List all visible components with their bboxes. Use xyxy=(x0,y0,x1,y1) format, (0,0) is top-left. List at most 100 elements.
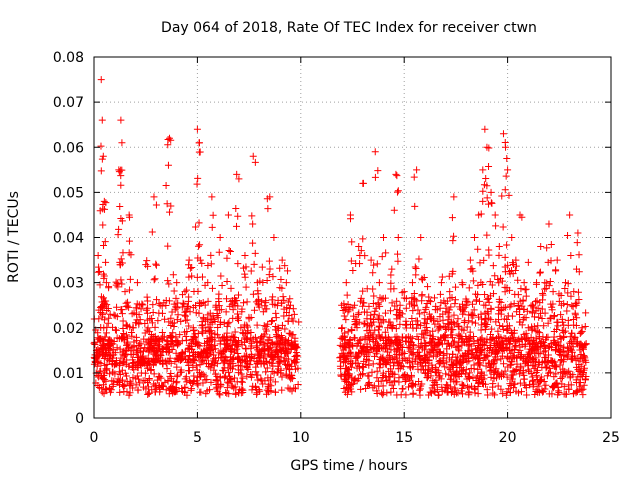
data-point xyxy=(198,259,206,267)
data-point xyxy=(425,356,433,364)
data-point xyxy=(476,361,484,369)
data-point xyxy=(122,331,130,339)
data-point xyxy=(457,359,465,367)
data-point xyxy=(547,344,555,352)
data-point xyxy=(123,322,131,330)
data-point xyxy=(96,367,104,375)
data-point xyxy=(354,353,362,361)
data-point xyxy=(458,279,466,287)
data-point xyxy=(563,301,571,309)
data-point xyxy=(355,362,363,370)
data-point xyxy=(241,270,249,278)
data-point xyxy=(241,252,249,260)
data-point xyxy=(501,253,509,261)
data-point xyxy=(193,125,201,133)
data-point xyxy=(499,322,507,330)
data-point xyxy=(469,349,477,357)
data-point xyxy=(507,375,515,383)
data-point xyxy=(373,374,381,382)
data-point xyxy=(167,340,175,348)
data-point xyxy=(392,325,400,333)
data-point xyxy=(159,359,167,367)
data-point xyxy=(266,265,274,273)
data-point xyxy=(510,300,518,308)
data-point xyxy=(262,368,270,376)
data-point xyxy=(254,300,262,308)
data-point xyxy=(181,388,189,396)
data-point xyxy=(556,361,564,369)
data-point xyxy=(343,291,351,299)
data-point xyxy=(244,366,252,374)
data-point xyxy=(223,254,231,262)
data-point xyxy=(500,360,508,368)
data-point xyxy=(341,329,349,337)
data-point xyxy=(413,333,421,341)
data-point xyxy=(402,304,410,312)
data-point xyxy=(524,324,532,332)
data-point xyxy=(543,244,551,252)
data-point xyxy=(454,342,462,350)
data-point xyxy=(203,376,211,384)
data-point xyxy=(280,296,288,304)
data-point xyxy=(359,235,367,243)
data-point xyxy=(560,343,568,351)
data-point xyxy=(246,371,254,379)
data-point xyxy=(549,300,557,308)
data-point xyxy=(155,353,163,361)
data-point xyxy=(240,299,248,307)
data-point xyxy=(504,325,512,333)
data-point xyxy=(284,339,292,347)
data-point xyxy=(346,211,354,219)
data-point xyxy=(203,387,211,395)
data-point xyxy=(283,308,291,316)
data-point xyxy=(580,352,588,360)
data-point xyxy=(453,378,461,386)
data-point xyxy=(173,373,181,381)
data-point xyxy=(510,336,518,344)
data-point xyxy=(125,362,133,370)
data-point xyxy=(487,316,495,324)
data-point xyxy=(337,334,345,342)
data-point xyxy=(273,333,281,341)
data-point xyxy=(421,339,429,347)
data-point xyxy=(503,388,511,396)
data-point xyxy=(479,166,487,174)
data-point xyxy=(411,202,419,210)
data-point xyxy=(100,324,108,332)
data-point xyxy=(533,366,541,374)
data-point xyxy=(278,256,286,264)
data-point xyxy=(462,301,470,309)
data-point xyxy=(199,379,207,387)
data-point xyxy=(422,342,430,350)
data-point xyxy=(282,371,290,379)
data-point xyxy=(481,319,489,327)
data-point xyxy=(359,302,367,310)
data-point xyxy=(529,376,537,384)
data-point xyxy=(479,341,487,349)
data-point xyxy=(516,211,524,219)
data-point xyxy=(360,308,368,316)
data-point xyxy=(394,340,402,348)
data-point xyxy=(187,343,195,351)
data-point xyxy=(243,372,251,380)
data-point xyxy=(450,193,458,201)
data-point xyxy=(133,346,141,354)
data-point xyxy=(405,344,413,352)
data-point xyxy=(550,313,558,321)
data-point xyxy=(419,330,427,338)
data-point xyxy=(487,199,495,207)
data-point xyxy=(164,377,172,385)
data-point xyxy=(189,304,197,312)
data-point xyxy=(506,388,514,396)
data-point xyxy=(351,334,359,342)
data-point xyxy=(532,334,540,342)
data-point xyxy=(503,373,511,381)
data-point xyxy=(465,334,473,342)
data-point xyxy=(370,318,378,326)
data-point xyxy=(574,229,582,237)
data-point xyxy=(185,256,193,264)
data-point xyxy=(186,352,194,360)
data-point xyxy=(133,310,141,318)
data-point xyxy=(242,263,250,271)
data-point xyxy=(375,279,383,287)
